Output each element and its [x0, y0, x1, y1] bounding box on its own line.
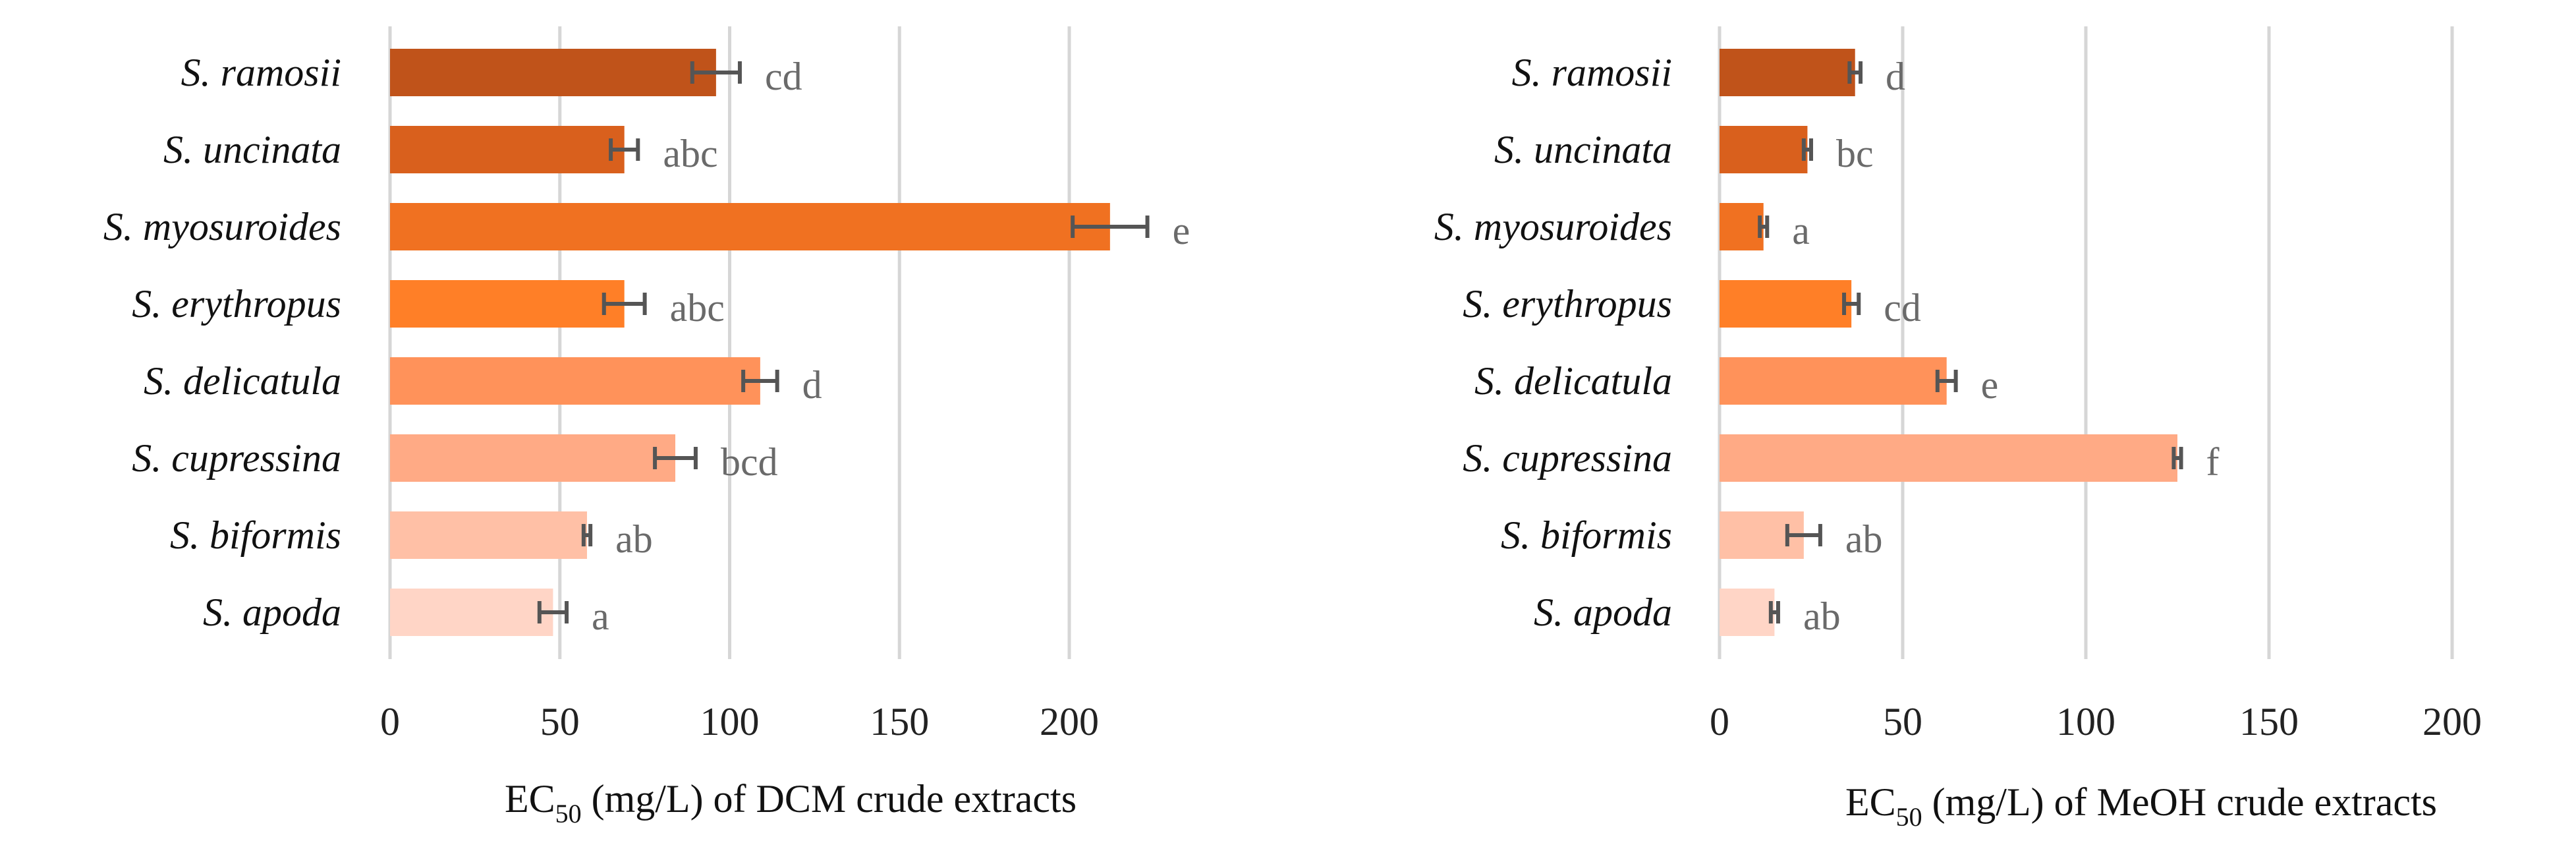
dcm-x-tick-label: 0 [380, 700, 400, 743]
meoh-x-tick-label: 50 [1883, 700, 1922, 743]
dcm-x-tick-label: 100 [700, 700, 760, 743]
dcm-x-tick-label: 200 [1040, 700, 1099, 743]
dcm-category-label: S. erythropus [132, 282, 341, 326]
axis-title-subscript: 50 [555, 799, 582, 828]
axis-title-suffix: (mg/L) of DCM crude extracts [582, 777, 1077, 821]
dcm-category-label: S. delicatula [144, 359, 341, 403]
meoh-category-label: S. erythropus [1463, 282, 1672, 326]
meoh-bar [1720, 49, 1855, 96]
dcm-category-label: S. ramosii [181, 51, 341, 94]
dcm-significance-label: ab [615, 517, 653, 561]
dcm-significance-label: abc [670, 286, 725, 330]
axis-title-prefix: EC [1845, 780, 1896, 824]
dcm-bar [390, 203, 1110, 250]
dcm-bar [390, 126, 625, 173]
meoh-bar [1720, 126, 1808, 173]
meoh-bar [1720, 203, 1764, 250]
dcm-significance-label: abc [663, 132, 717, 175]
meoh-x-axis-title: EC50 (mg/L) of MeOH crude extracts [1845, 780, 2437, 832]
dcm-significance-label: d [802, 363, 822, 407]
axis-title-suffix: (mg/L) of MeOH crude extracts [1922, 780, 2437, 824]
dcm-category-label: S. myosuroides [103, 205, 341, 248]
meoh-bar [1720, 589, 1775, 636]
dcm-category-label: S. biformis [170, 513, 341, 557]
meoh-bar [1720, 357, 1947, 405]
meoh-significance-label: bc [1836, 132, 1874, 175]
meoh-category-label: S. ramosii [1512, 51, 1672, 94]
dcm-chart-panel: 0 50 100 150 200 S. ramosii cd S. uncinata abc S.… [103, 26, 1190, 828]
dcm-significance-label: bcd [721, 440, 778, 484]
dcm-category-label: S. apoda [203, 591, 341, 634]
dcm-x-tick-label: 150 [870, 700, 929, 743]
meoh-significance-label: d [1886, 55, 1905, 98]
meoh-x-tick-label: 150 [2239, 700, 2299, 743]
meoh-chart-panel: 0 50 100 150 200 S. ramosii d S. uncinata bc S. m… [1434, 26, 2482, 832]
meoh-significance-label: e [1981, 363, 1999, 407]
dcm-significance-label: a [592, 594, 609, 638]
dcm-bar [390, 434, 676, 482]
meoh-x-tick-label: 0 [1710, 700, 1729, 743]
dcm-bar [390, 280, 625, 328]
dcm-x-axis-title: EC50 (mg/L) of DCM crude extracts [505, 777, 1077, 828]
dcm-category-label: S. uncinata [163, 128, 341, 171]
meoh-bar [1720, 280, 1852, 328]
dcm-significance-label: cd [765, 55, 802, 98]
dcm-x-tick-label: 50 [540, 700, 580, 743]
meoh-category-label: S. apoda [1534, 591, 1672, 634]
dcm-category-label: S. cupressina [132, 436, 341, 480]
meoh-significance-label: ab [1803, 594, 1841, 638]
meoh-category-label: S. uncinata [1494, 128, 1672, 171]
meoh-x-tick-label: 100 [2056, 700, 2115, 743]
dcm-significance-label: e [1173, 209, 1190, 252]
dcm-bar [390, 357, 760, 405]
meoh-significance-label: a [1792, 209, 1810, 252]
meoh-significance-label: cd [1884, 286, 1921, 330]
dcm-bar [390, 49, 716, 96]
dcm-bar [390, 511, 587, 559]
meoh-significance-label: ab [1845, 517, 1883, 561]
meoh-category-label: S. delicatula [1474, 359, 1672, 403]
meoh-category-label: S. myosuroides [1434, 205, 1672, 248]
axis-title-prefix: EC [505, 777, 555, 821]
meoh-category-label: S. cupressina [1463, 436, 1672, 480]
axis-title-subscript: 50 [1896, 802, 1922, 832]
meoh-significance-label: f [2206, 440, 2220, 484]
dcm-bar [390, 589, 553, 636]
meoh-category-label: S. biformis [1501, 513, 1672, 557]
meoh-x-tick-label: 200 [2422, 700, 2482, 743]
meoh-bar [1720, 434, 2177, 482]
